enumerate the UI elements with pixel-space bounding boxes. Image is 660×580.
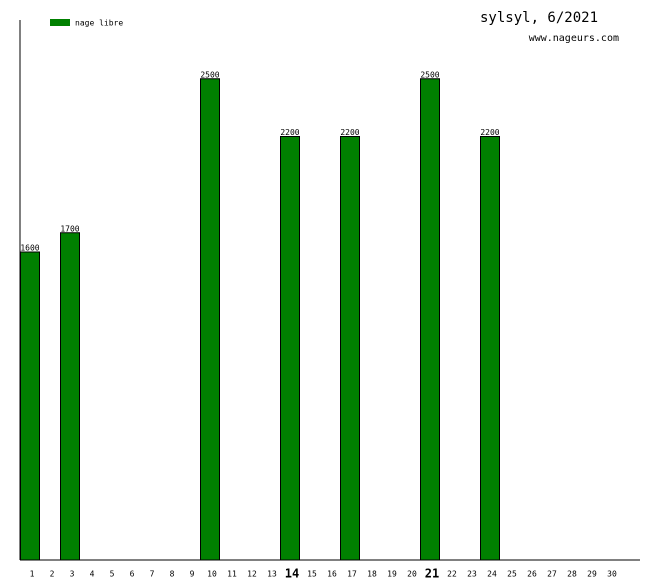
x-tick-label: 5 <box>110 570 115 579</box>
x-tick-label: 25 <box>507 570 517 579</box>
x-tick-label: 27 <box>547 570 557 579</box>
legend-label: nage libre <box>75 19 123 28</box>
x-tick-label: 24 <box>487 570 497 579</box>
x-tick-label: 13 <box>267 570 277 579</box>
x-tick-label: 30 <box>607 570 617 579</box>
x-tick-label: 16 <box>327 570 337 579</box>
value-label: 2200 <box>480 128 499 137</box>
value-label: 2500 <box>420 70 439 79</box>
x-tick-label: 23 <box>467 570 477 579</box>
x-tick-label: 20 <box>407 570 417 579</box>
x-tick-label: 4 <box>90 570 95 579</box>
value-label: 2200 <box>280 128 299 137</box>
bar <box>60 232 80 561</box>
x-tick-label: 28 <box>567 570 577 579</box>
x-tick-label: 12 <box>247 570 257 579</box>
x-tick-label: 15 <box>307 570 317 579</box>
bar <box>340 136 360 561</box>
x-tick-label: 8 <box>170 570 175 579</box>
bar <box>200 78 220 561</box>
bar <box>480 136 500 561</box>
x-tick-label: 22 <box>447 570 457 579</box>
value-label: 2500 <box>200 70 219 79</box>
value-label: 2200 <box>340 128 359 137</box>
x-tick-label: 3 <box>70 570 75 579</box>
x-tick-label: 19 <box>387 570 397 579</box>
x-tick-label: 1 <box>30 570 35 579</box>
x-tick-label: 17 <box>347 570 357 579</box>
bar <box>20 251 40 561</box>
x-tick-label: 9 <box>190 570 195 579</box>
x-tick-label: 18 <box>367 570 377 579</box>
value-label: 1600 <box>20 244 39 253</box>
chart-title: sylsyl, 6/2021 <box>480 10 598 26</box>
x-tick-label: 21 <box>425 567 439 580</box>
x-tick-label: 29 <box>587 570 597 579</box>
x-tick-label: 6 <box>130 570 135 579</box>
bar <box>280 136 300 561</box>
x-tick-label: 2 <box>50 570 55 579</box>
x-tick-label: 11 <box>227 570 237 579</box>
x-tick-label: 14 <box>285 567 299 580</box>
x-tick-label: 10 <box>207 570 217 579</box>
chart-subtitle: www.nageurs.com <box>529 33 619 44</box>
x-tick-label: 7 <box>150 570 155 579</box>
legend-swatch <box>50 19 70 26</box>
x-tick-label: 26 <box>527 570 537 579</box>
bar <box>420 78 440 561</box>
value-label: 1700 <box>60 224 79 233</box>
